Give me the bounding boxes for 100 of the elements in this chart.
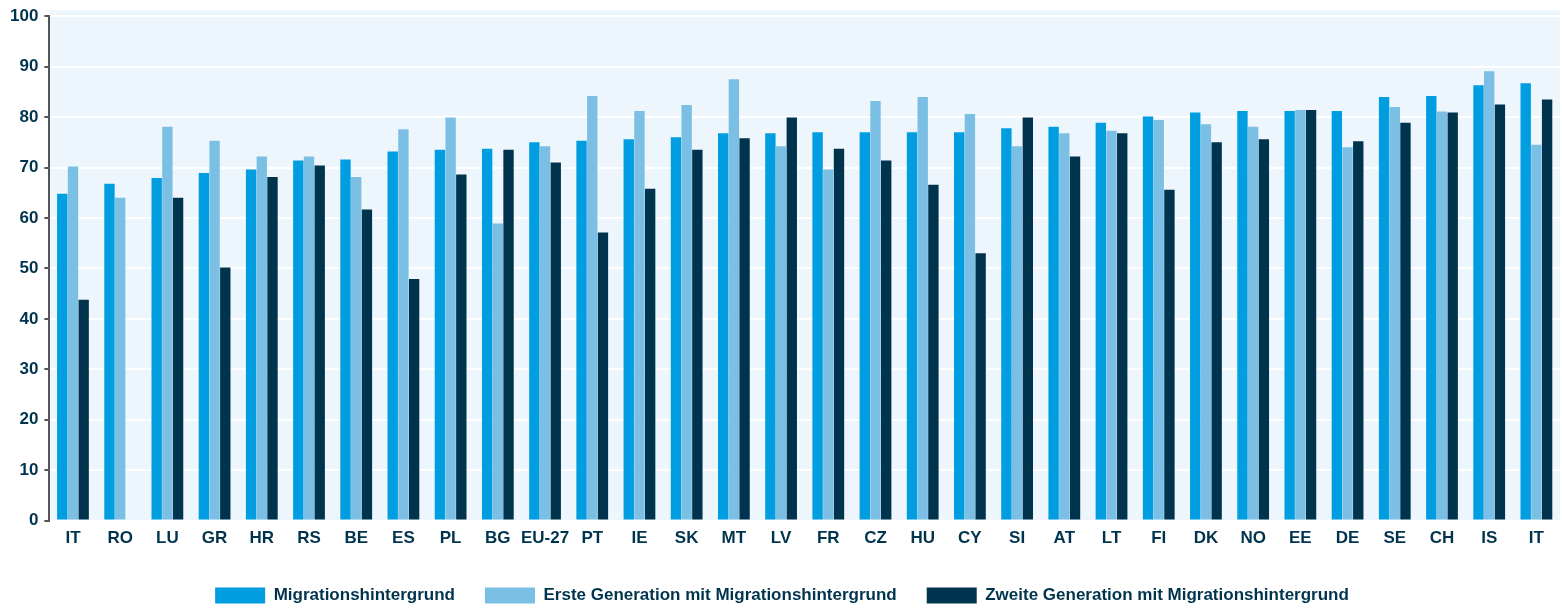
bar xyxy=(151,178,162,520)
bar xyxy=(681,104,692,520)
bar xyxy=(1331,111,1343,520)
bar xyxy=(1284,111,1295,520)
bar xyxy=(881,160,892,520)
y-tick-label: 90 xyxy=(19,56,39,76)
bar xyxy=(492,223,504,520)
x-tick-label: CH xyxy=(1429,528,1455,548)
bar xyxy=(597,232,609,520)
bar xyxy=(1142,116,1154,520)
bar xyxy=(198,173,210,520)
x-tick-label: CY xyxy=(958,528,983,548)
bar xyxy=(634,111,645,520)
x-tick-label: EE xyxy=(1289,528,1312,548)
x-tick-label: SE xyxy=(1383,528,1407,548)
y-tick-label: 0 xyxy=(28,510,39,530)
bar xyxy=(162,126,173,520)
y-tick-label: 100 xyxy=(9,5,39,25)
bar xyxy=(975,253,986,520)
x-tick-label: RS xyxy=(297,528,321,548)
bar xyxy=(928,184,939,520)
bar xyxy=(434,149,446,520)
legend-label: Zweite Generation mit Migrationshintergrund xyxy=(985,585,1349,605)
x-tick-label: PL xyxy=(439,528,462,548)
bar xyxy=(1069,156,1081,520)
bar xyxy=(1001,128,1012,520)
bar xyxy=(387,151,398,520)
bar xyxy=(67,166,79,520)
bar xyxy=(1484,71,1495,520)
bar xyxy=(220,267,231,520)
y-tick-label: 10 xyxy=(19,459,39,479)
bar xyxy=(1378,96,1390,520)
bar xyxy=(550,162,561,520)
x-tick-label: BE xyxy=(344,528,369,548)
bar xyxy=(1211,142,1222,520)
x-tick-label: PT xyxy=(581,528,604,548)
bar xyxy=(870,100,881,520)
y-tick-label: 50 xyxy=(19,258,39,278)
x-tick-label: EU-27 xyxy=(520,528,570,548)
bar xyxy=(503,149,514,520)
y-tick-label: 30 xyxy=(19,358,39,378)
bar xyxy=(1247,126,1259,520)
bar xyxy=(1153,120,1164,520)
bar xyxy=(1022,117,1034,520)
bar xyxy=(859,132,870,520)
bar xyxy=(786,117,797,520)
x-tick-label: AT xyxy=(1053,528,1076,548)
bar xyxy=(293,160,304,520)
x-tick-label: DK xyxy=(1193,528,1219,548)
bar xyxy=(267,177,278,520)
x-tick-label: SK xyxy=(674,528,700,548)
bar xyxy=(456,174,467,520)
x-tick-label: MT xyxy=(721,528,747,548)
bar xyxy=(917,96,928,520)
bar xyxy=(1200,124,1212,520)
bar xyxy=(408,278,420,520)
bar xyxy=(576,140,587,520)
bar xyxy=(1258,139,1270,520)
bar xyxy=(823,169,834,520)
bar xyxy=(1106,130,1117,520)
x-tick-label: LU xyxy=(156,528,179,548)
bar xyxy=(445,117,456,520)
bar xyxy=(1426,95,1437,520)
bar xyxy=(256,156,267,520)
bar xyxy=(78,299,89,520)
bar xyxy=(539,146,551,520)
bar xyxy=(1353,141,1364,520)
bar xyxy=(529,142,540,520)
x-tick-label: IT xyxy=(65,528,82,548)
bar xyxy=(245,169,257,520)
x-tick-label: FI xyxy=(1151,528,1167,548)
bar xyxy=(954,132,965,520)
bar xyxy=(1048,126,1059,520)
bar xyxy=(57,193,68,520)
bar xyxy=(172,197,184,520)
legend-label: Erste Generation mit Migrationshintergrund xyxy=(543,585,897,605)
bar xyxy=(481,148,493,520)
bar xyxy=(812,132,823,520)
x-tick-label: NO xyxy=(1240,528,1266,548)
bar xyxy=(209,140,220,520)
x-tick-label: FR xyxy=(816,528,840,548)
bar xyxy=(1436,111,1448,520)
bar xyxy=(1190,112,1201,520)
bar xyxy=(692,149,703,520)
bar xyxy=(833,148,845,520)
bar xyxy=(1305,110,1317,520)
y-tick-label: 60 xyxy=(19,207,39,227)
bar xyxy=(1011,146,1023,520)
bar xyxy=(314,165,325,520)
bar xyxy=(1494,104,1506,520)
x-tick-label: DE xyxy=(1335,528,1360,548)
y-tick-label: 40 xyxy=(19,308,39,328)
bar xyxy=(303,156,315,520)
bar xyxy=(1531,144,1542,520)
x-tick-label: RO xyxy=(107,528,133,548)
bar xyxy=(765,133,776,520)
bar xyxy=(623,139,634,520)
bar xyxy=(587,95,598,520)
bar xyxy=(1400,122,1411,520)
bar xyxy=(1473,85,1484,520)
